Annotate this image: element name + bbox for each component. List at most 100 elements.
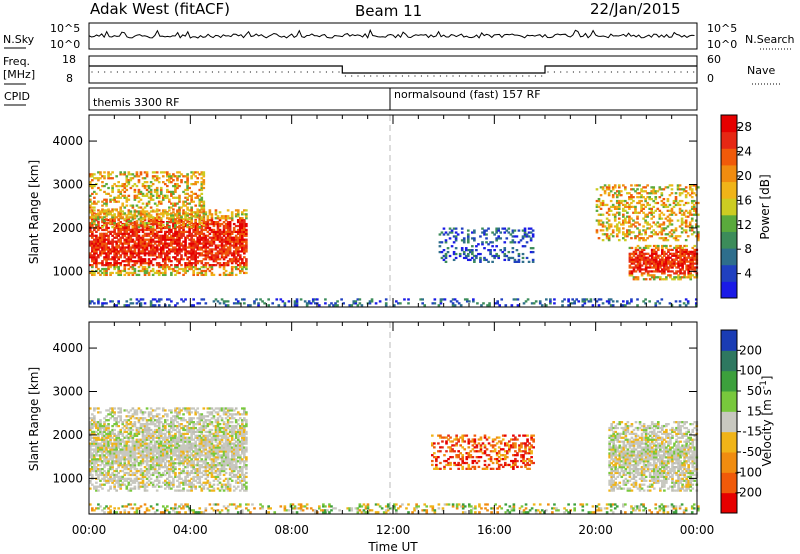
velocity-cell	[159, 432, 163, 436]
velocity-cell	[149, 477, 153, 480]
velocity-cell	[151, 434, 155, 437]
power-cell	[644, 199, 647, 203]
velocity-cell	[105, 432, 108, 436]
power-cell	[453, 298, 457, 301]
power-cell	[145, 248, 149, 251]
power-cell	[440, 250, 444, 254]
power-cell	[105, 248, 108, 251]
power-cell	[656, 300, 660, 303]
power-cell	[644, 231, 647, 234]
power-cell	[466, 233, 470, 236]
power-cell	[630, 272, 634, 275]
power-cell	[687, 260, 690, 263]
power-cell	[133, 263, 137, 267]
velocity-cell	[155, 462, 159, 465]
power-cell	[163, 225, 167, 229]
power-cell	[99, 250, 102, 253]
power-cell	[97, 200, 100, 203]
power-cell	[155, 179, 159, 182]
power-cell	[137, 206, 141, 209]
velocity-cell	[143, 485, 147, 488]
power-cell	[515, 260, 519, 263]
power-cell	[228, 234, 232, 237]
power-cell	[692, 184, 696, 187]
power-cell	[178, 184, 181, 188]
velocity-cell	[131, 452, 135, 455]
power-cell	[176, 171, 179, 174]
power-cell	[597, 199, 601, 203]
velocity-cell	[149, 442, 153, 445]
power-cell	[664, 203, 668, 207]
power-cell	[681, 268, 684, 271]
power-cell	[277, 304, 281, 307]
power-cell	[659, 266, 662, 269]
power-cell	[170, 230, 173, 234]
velocity-cell	[129, 415, 133, 418]
power-cell	[105, 238, 108, 241]
power-cell	[495, 254, 498, 258]
freq-trace	[89, 65, 697, 77]
velocity-cell	[93, 419, 96, 422]
power-cell	[611, 186, 615, 189]
power-cell	[139, 192, 143, 196]
power-cell	[157, 265, 161, 269]
power-cell	[595, 209, 599, 212]
velocity-cell	[101, 426, 104, 430]
velocity-cell	[139, 450, 143, 453]
power-cell	[607, 235, 611, 238]
power-cell	[693, 248, 697, 252]
power-cell	[151, 258, 155, 261]
power-cell	[690, 196, 694, 199]
power-cell	[210, 230, 214, 234]
power-cell	[471, 249, 474, 252]
power-cell	[192, 304, 195, 307]
power-cell	[105, 224, 108, 228]
velocity-cell	[131, 434, 135, 437]
velocity-cell	[153, 432, 157, 436]
velocity-cell	[143, 424, 147, 428]
power-cell	[230, 217, 234, 220]
power-cell	[139, 260, 143, 263]
velocity-cell	[115, 454, 118, 457]
power-cell	[638, 201, 641, 205]
power-cell	[646, 203, 649, 207]
power-cell	[493, 254, 496, 258]
power-cell	[105, 269, 108, 273]
power-cell	[599, 298, 603, 301]
power-cell	[234, 236, 238, 239]
velocity-cell	[103, 424, 106, 428]
power-cell	[630, 258, 634, 261]
velocity-cell	[149, 458, 153, 461]
power-cell	[691, 266, 695, 269]
power-cell	[513, 235, 517, 238]
power-cell	[644, 239, 647, 242]
power-cell	[119, 206, 123, 209]
power-cell	[658, 223, 662, 226]
power-cell	[149, 260, 153, 263]
velocity-cell	[115, 421, 118, 424]
power-cell	[121, 234, 125, 237]
power-cell	[531, 258, 535, 262]
power-cell	[222, 271, 226, 275]
power-cell	[677, 260, 680, 263]
power-cell	[145, 215, 149, 218]
power-cell	[186, 212, 189, 215]
power-cell	[119, 230, 123, 234]
power-cell	[517, 260, 521, 263]
power-cell	[224, 304, 228, 307]
power-cell	[121, 216, 125, 219]
power-cell	[163, 258, 167, 261]
velocity-cell	[168, 485, 171, 488]
power-cell	[137, 190, 141, 194]
power-cell	[145, 202, 149, 205]
velocity-cell	[141, 469, 145, 473]
power-cell	[135, 260, 139, 263]
power-cell	[161, 260, 165, 263]
power-cell	[688, 225, 692, 228]
power-cell	[166, 214, 169, 217]
power-cell	[157, 300, 161, 303]
power-cell	[192, 173, 195, 176]
power-cell	[97, 298, 100, 301]
power-cell	[654, 250, 658, 254]
power-cell	[103, 238, 106, 241]
